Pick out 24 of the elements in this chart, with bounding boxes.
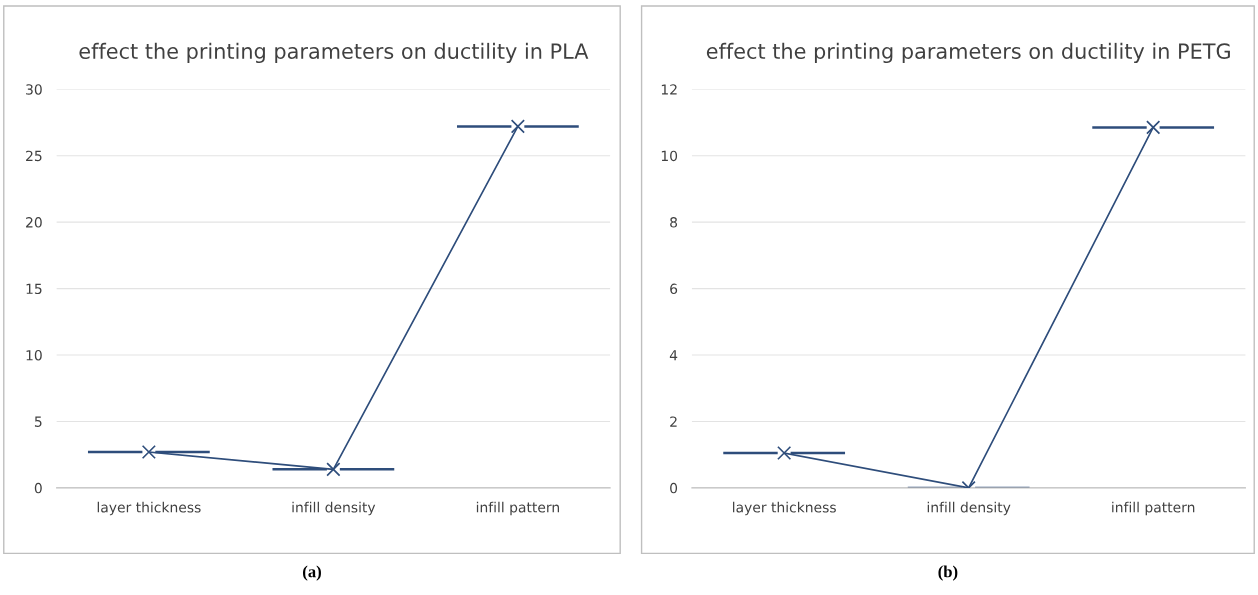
y-tick-label: 20 xyxy=(26,217,42,228)
y-tick-label: 0 xyxy=(670,482,678,494)
text: (b) xyxy=(938,565,958,581)
y-tick-label: 2 xyxy=(670,416,677,427)
y-tick-label: 10 xyxy=(661,150,678,162)
y-tick-label: 12 xyxy=(661,84,677,95)
y-tick-label: 0 xyxy=(34,482,42,494)
x-tick-label: infill density xyxy=(292,501,376,516)
chart-title: effect the printing parameters on ductility in PLA xyxy=(79,42,589,64)
y-tick-label: 6 xyxy=(670,283,678,295)
y-tick-label: 10 xyxy=(26,349,42,361)
x-tick-label: layer thickness xyxy=(97,501,201,516)
chart-title: effect the printing parameters on ductility in PETG xyxy=(706,42,1230,64)
y-tick-label: 15 xyxy=(26,283,42,295)
y-tick-label: 5 xyxy=(34,416,42,427)
y-tick-label: 4 xyxy=(669,350,678,361)
x-tick-label: layer thickness xyxy=(733,501,836,516)
x-tick-label: infill pattern xyxy=(1112,501,1195,516)
x-tick-label: infill pattern xyxy=(476,501,559,516)
y-tick-label: 30 xyxy=(26,84,42,95)
y-tick-label: 25 xyxy=(26,150,42,162)
text: (a) xyxy=(303,565,321,581)
y-tick-label: 8 xyxy=(670,217,678,228)
x-tick-label: infill density xyxy=(927,501,1011,516)
